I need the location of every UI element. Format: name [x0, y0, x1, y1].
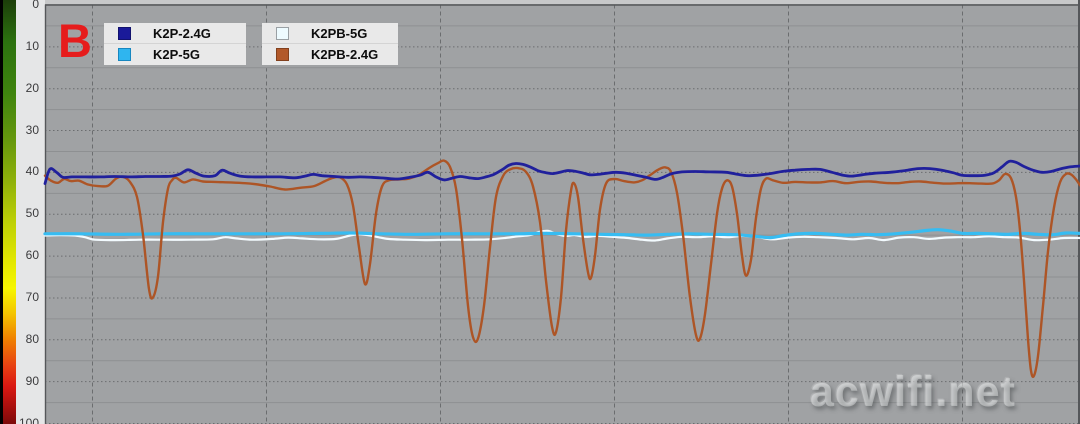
chart-plot-area	[45, 0, 1080, 424]
y-axis: 0 10 20 30 40 50 60 70 80 90 100	[16, 0, 45, 424]
legend-item-k2p-2-4g[interactable]: K2P-2.4G	[104, 23, 246, 44]
signal-strength-gradient-bar	[3, 0, 16, 424]
y-axis-tick: 70	[25, 289, 39, 304]
legend-item-k2pb-2-4g[interactable]: K2PB-2.4G	[262, 44, 398, 65]
y-axis-tick: 90	[25, 373, 39, 388]
y-axis-tick: 60	[25, 248, 39, 263]
y-axis-tick: 40	[25, 164, 39, 179]
legend-swatch-k2p-2-4g	[118, 26, 131, 40]
legend-group-k2p: K2P-2.4G K2P-5G	[104, 23, 246, 65]
legend-item-k2p-5g[interactable]: K2P-5G	[104, 44, 246, 65]
y-axis-tick: 80	[25, 331, 39, 346]
watermark: acwifi.net	[810, 368, 1016, 416]
legend-label: K2P-2.4G	[153, 25, 211, 41]
legend-label: K2P-5G	[153, 47, 200, 62]
y-axis-tick: 20	[25, 80, 39, 95]
legend-group-k2pb: K2PB-5G K2PB-2.4G	[262, 23, 398, 65]
y-axis-tick: 100	[18, 415, 39, 424]
legend-item-k2pb-5g[interactable]: K2PB-5G	[262, 23, 398, 44]
left-edge-strip	[0, 0, 3, 424]
series-line-k2p-5g	[43, 228, 1080, 240]
y-axis-tick: 0	[32, 0, 39, 11]
chart-marker-label: B	[58, 14, 92, 67]
legend-label: K2PB-2.4G	[311, 47, 379, 62]
series-line-k2pb-2.4g	[43, 159, 1080, 378]
y-axis-tick: 30	[25, 122, 39, 137]
plot-top-strip	[45, 0, 1080, 4]
y-axis-tick: 50	[25, 206, 39, 221]
legend-swatch-k2pb-5g	[276, 26, 289, 40]
legend-swatch-k2p-5g	[118, 48, 131, 61]
series-line-k2p-2.4g	[43, 159, 1080, 185]
legend-swatch-k2pb-2-4g	[276, 48, 289, 61]
legend-label: K2PB-5G	[311, 25, 368, 41]
y-axis-tick: 10	[25, 38, 39, 53]
